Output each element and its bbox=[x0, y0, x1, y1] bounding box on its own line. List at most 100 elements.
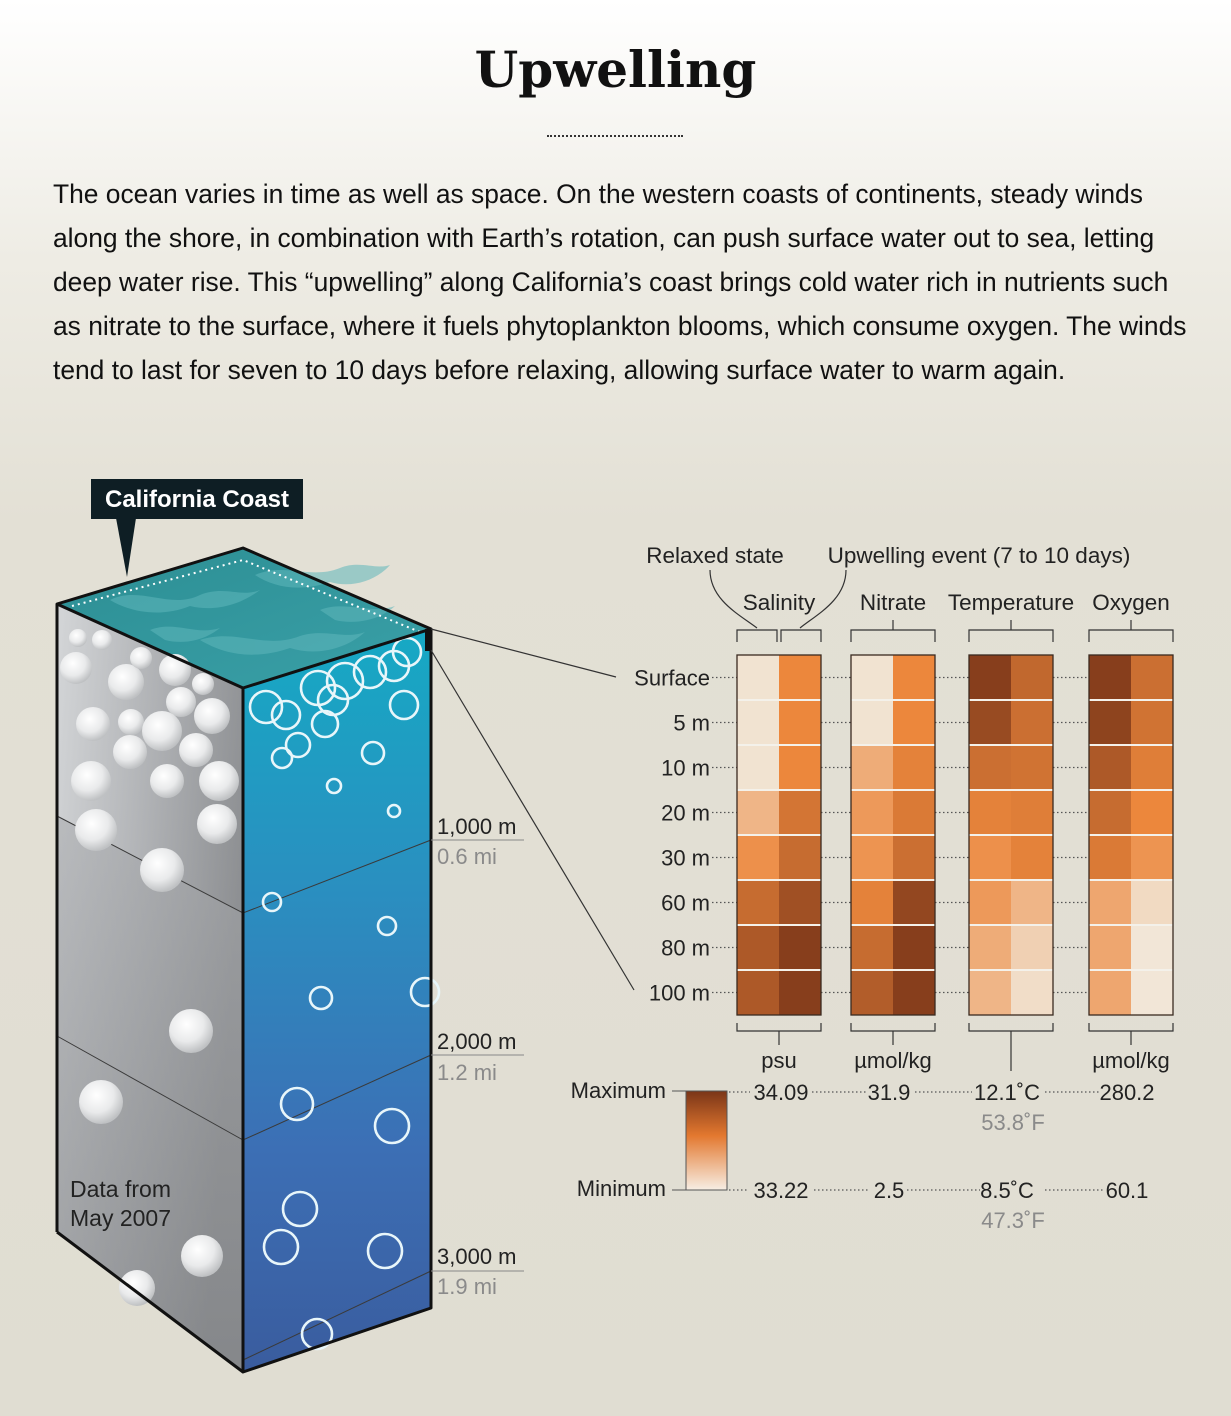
legend-gradient-bar bbox=[685, 1090, 728, 1191]
min-value: 8.5˚C bbox=[980, 1178, 1034, 1203]
intro-paragraph: The ocean varies in time as well as spac… bbox=[53, 179, 1187, 385]
depth-marker-metric: 2,000 m bbox=[437, 1029, 517, 1054]
heatmap-cell-relaxed bbox=[1089, 925, 1131, 970]
heatmap-cell-relaxed bbox=[1089, 835, 1131, 880]
upwelling-leader bbox=[799, 569, 847, 629]
heatmap-cell-upwelling bbox=[893, 655, 935, 700]
heatmap-cell-relaxed bbox=[1089, 700, 1131, 745]
heatmap-cell-upwelling bbox=[779, 970, 821, 1015]
heatmap-cell-upwelling bbox=[1131, 745, 1173, 790]
heatmap-cell-upwelling bbox=[1011, 790, 1053, 835]
heatmap-column-outline bbox=[968, 654, 1054, 1016]
heatmap-cell-upwelling bbox=[1011, 880, 1053, 925]
heatmap-cell-upwelling bbox=[779, 880, 821, 925]
heatmap-cell-upwelling bbox=[1131, 880, 1173, 925]
heatmap-cell-relaxed bbox=[1089, 655, 1131, 700]
depth-marker-metric: 1,000 m bbox=[437, 814, 517, 839]
min-value: 33.22 bbox=[753, 1178, 808, 1203]
heatmap-cell-upwelling bbox=[1131, 970, 1173, 1015]
heatmap-cell-relaxed bbox=[1089, 970, 1131, 1015]
heatmap-cell-upwelling bbox=[779, 790, 821, 835]
heatmap-cell-upwelling bbox=[779, 745, 821, 790]
variable-name: Nitrate bbox=[860, 590, 926, 615]
column-bracket-top bbox=[780, 629, 822, 642]
heatmap-cell-relaxed bbox=[851, 700, 893, 745]
heatmap-cell-relaxed bbox=[969, 790, 1011, 835]
surface-waves bbox=[110, 564, 395, 655]
water-bubbles bbox=[248, 636, 441, 1351]
depth-marker-imperial: 0.6 mi bbox=[437, 844, 497, 869]
heatmap-cell-upwelling bbox=[1011, 700, 1053, 745]
heatmap-cell-relaxed bbox=[737, 835, 779, 880]
heatmap-cell-upwelling bbox=[893, 700, 935, 745]
depth-marker-metric: 3,000 m bbox=[437, 1244, 517, 1269]
title-divider bbox=[547, 135, 683, 137]
heatmap-cell-upwelling bbox=[893, 880, 935, 925]
heatmap-cell-relaxed bbox=[737, 925, 779, 970]
variable-name: Oxygen bbox=[1092, 590, 1170, 615]
heatmap-cell-relaxed bbox=[851, 970, 893, 1015]
heatmap-column-outline bbox=[736, 654, 822, 1016]
heatmap-cell-upwelling bbox=[1011, 925, 1053, 970]
min-value: 2.5 bbox=[874, 1178, 905, 1203]
heatmap-cell-relaxed bbox=[737, 745, 779, 790]
heatmap-column-outline bbox=[850, 654, 936, 1016]
heatmap-cell-relaxed bbox=[969, 745, 1011, 790]
max-value: 12.1˚C bbox=[974, 1080, 1040, 1105]
column-bracket-bottom bbox=[736, 1023, 822, 1032]
column-bracket-top bbox=[736, 629, 778, 642]
heatmap-cell-relaxed bbox=[969, 970, 1011, 1015]
max-value: 31.9 bbox=[868, 1080, 911, 1105]
depth-marker-imperial: 1.9 mi bbox=[437, 1274, 497, 1299]
relaxed-state-label: Relaxed state bbox=[646, 543, 784, 568]
heatmap-cell-relaxed bbox=[851, 655, 893, 700]
depth-marker-2000: 2,000 m 1.2 mi bbox=[431, 1029, 524, 1085]
data-note-line1: Data from bbox=[70, 1176, 171, 1202]
depth-row-label: 5 m bbox=[673, 711, 710, 736]
heatmap-cell-relaxed bbox=[969, 655, 1011, 700]
depth-row-label: 10 m bbox=[661, 756, 710, 781]
heatmap-cell-upwelling bbox=[1011, 970, 1053, 1015]
max-value: 34.09 bbox=[753, 1080, 808, 1105]
variable-unit: µmol/kg bbox=[854, 1048, 931, 1073]
column-bracket-top bbox=[850, 629, 936, 642]
column-right-face bbox=[243, 629, 431, 1372]
depth-marker-1000: 1,000 m 0.6 mi bbox=[431, 814, 524, 869]
heatmap-cell-relaxed bbox=[969, 835, 1011, 880]
heatmap-cell-relaxed bbox=[737, 880, 779, 925]
heatmap-cell-upwelling bbox=[1011, 835, 1053, 880]
zoom-lines bbox=[430, 628, 635, 991]
depth-row-label: Surface bbox=[634, 666, 710, 691]
heatmap-cell-relaxed bbox=[969, 880, 1011, 925]
heatmap-cell-relaxed bbox=[851, 835, 893, 880]
column-bracket-top bbox=[1088, 629, 1174, 642]
heatmap-cell-upwelling bbox=[779, 835, 821, 880]
depth-marker-imperial: 1.2 mi bbox=[437, 1060, 497, 1085]
min-value-alt: 47.3˚F bbox=[981, 1208, 1045, 1233]
heatmap-cell-upwelling bbox=[1131, 700, 1173, 745]
column-top-face bbox=[57, 548, 431, 688]
heatmap-cell-relaxed bbox=[1089, 745, 1131, 790]
upwelling-event-label: Upwelling event (7 to 10 days) bbox=[828, 543, 1131, 568]
heatmap-cell-relaxed bbox=[851, 925, 893, 970]
heatmap-cell-upwelling bbox=[1131, 835, 1173, 880]
callout-label: California Coast bbox=[105, 486, 289, 513]
heatmap-cell-upwelling bbox=[893, 835, 935, 880]
legend-minimum-label: Minimum bbox=[577, 1176, 666, 1201]
sample-point-marker bbox=[425, 629, 432, 651]
heatmap-cell-relaxed bbox=[737, 970, 779, 1015]
depth-row-label: 100 m bbox=[649, 981, 710, 1006]
heatmap-cell-relaxed bbox=[737, 790, 779, 835]
heatmap-cell-upwelling bbox=[1011, 745, 1053, 790]
heatmap-cell-relaxed bbox=[969, 700, 1011, 745]
variable-name: Temperature bbox=[948, 590, 1074, 615]
heatmap-cell-relaxed bbox=[1089, 790, 1131, 835]
heatmap-cell-upwelling bbox=[1011, 655, 1053, 700]
heatmap-cell-relaxed bbox=[737, 655, 779, 700]
heatmap-cell-upwelling bbox=[893, 925, 935, 970]
legend-maximum-label: Maximum bbox=[571, 1078, 666, 1103]
column-bracket-bottom bbox=[1088, 1023, 1174, 1032]
column-bracket-bottom bbox=[968, 1023, 1054, 1032]
page-title: Upwelling bbox=[474, 40, 757, 99]
column-bracket-bottom bbox=[850, 1023, 936, 1032]
